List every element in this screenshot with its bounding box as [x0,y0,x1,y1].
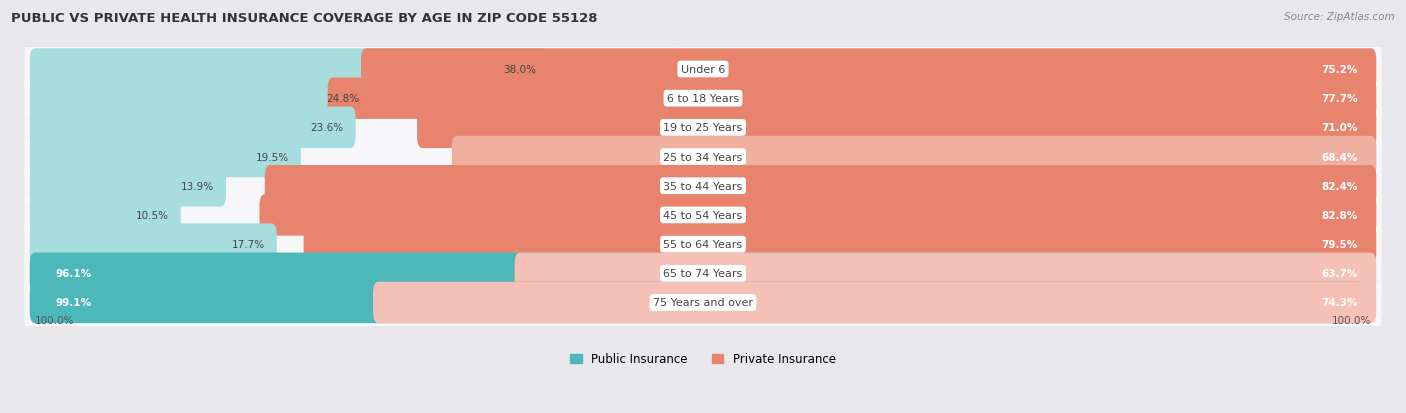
Text: 55 to 64 Years: 55 to 64 Years [664,240,742,249]
FancyBboxPatch shape [418,107,1376,149]
FancyBboxPatch shape [328,78,1376,120]
FancyBboxPatch shape [24,33,1382,107]
Text: 75.2%: 75.2% [1322,65,1358,75]
Text: 77.7%: 77.7% [1322,94,1358,104]
Text: 17.7%: 17.7% [232,240,264,249]
FancyBboxPatch shape [24,150,1382,223]
FancyBboxPatch shape [24,208,1382,282]
Legend: Public Insurance, Private Insurance: Public Insurance, Private Insurance [565,348,841,370]
Text: 19 to 25 Years: 19 to 25 Years [664,123,742,133]
FancyBboxPatch shape [30,253,1324,294]
Text: 82.8%: 82.8% [1322,210,1358,221]
FancyBboxPatch shape [24,91,1382,165]
Text: 100.0%: 100.0% [1331,316,1371,325]
FancyBboxPatch shape [30,282,1364,323]
FancyBboxPatch shape [304,224,1376,265]
Text: 82.4%: 82.4% [1322,181,1358,191]
FancyBboxPatch shape [24,237,1382,311]
FancyBboxPatch shape [24,120,1382,194]
Text: 13.9%: 13.9% [181,181,214,191]
FancyBboxPatch shape [30,195,180,236]
FancyBboxPatch shape [24,62,1382,136]
Text: Source: ZipAtlas.com: Source: ZipAtlas.com [1284,12,1395,22]
Text: 24.8%: 24.8% [326,94,360,104]
FancyBboxPatch shape [24,178,1382,252]
FancyBboxPatch shape [361,49,1376,90]
Text: PUBLIC VS PRIVATE HEALTH INSURANCE COVERAGE BY AGE IN ZIP CODE 55128: PUBLIC VS PRIVATE HEALTH INSURANCE COVER… [11,12,598,25]
FancyBboxPatch shape [30,78,371,120]
Text: 25 to 34 Years: 25 to 34 Years [664,152,742,162]
Text: 68.4%: 68.4% [1322,152,1358,162]
FancyBboxPatch shape [30,224,277,265]
Text: 10.5%: 10.5% [135,210,169,221]
FancyBboxPatch shape [30,137,301,178]
Text: 19.5%: 19.5% [256,152,288,162]
Text: 79.5%: 79.5% [1322,240,1358,249]
Text: 63.7%: 63.7% [1322,268,1358,279]
FancyBboxPatch shape [264,166,1376,207]
FancyBboxPatch shape [260,195,1376,236]
Text: 38.0%: 38.0% [503,65,536,75]
Text: 74.3%: 74.3% [1322,298,1358,308]
Text: 96.1%: 96.1% [55,268,91,279]
Text: 75 Years and over: 75 Years and over [652,298,754,308]
FancyBboxPatch shape [30,166,226,207]
Text: 45 to 54 Years: 45 to 54 Years [664,210,742,221]
FancyBboxPatch shape [30,107,356,149]
Text: 65 to 74 Years: 65 to 74 Years [664,268,742,279]
FancyBboxPatch shape [30,49,548,90]
FancyBboxPatch shape [24,266,1382,340]
Text: 35 to 44 Years: 35 to 44 Years [664,181,742,191]
Text: Under 6: Under 6 [681,65,725,75]
FancyBboxPatch shape [373,282,1376,323]
FancyBboxPatch shape [515,253,1376,294]
Text: 23.6%: 23.6% [311,123,343,133]
Text: 99.1%: 99.1% [55,298,91,308]
FancyBboxPatch shape [451,137,1376,178]
Text: 100.0%: 100.0% [35,316,75,325]
Text: 6 to 18 Years: 6 to 18 Years [666,94,740,104]
Text: 71.0%: 71.0% [1322,123,1358,133]
